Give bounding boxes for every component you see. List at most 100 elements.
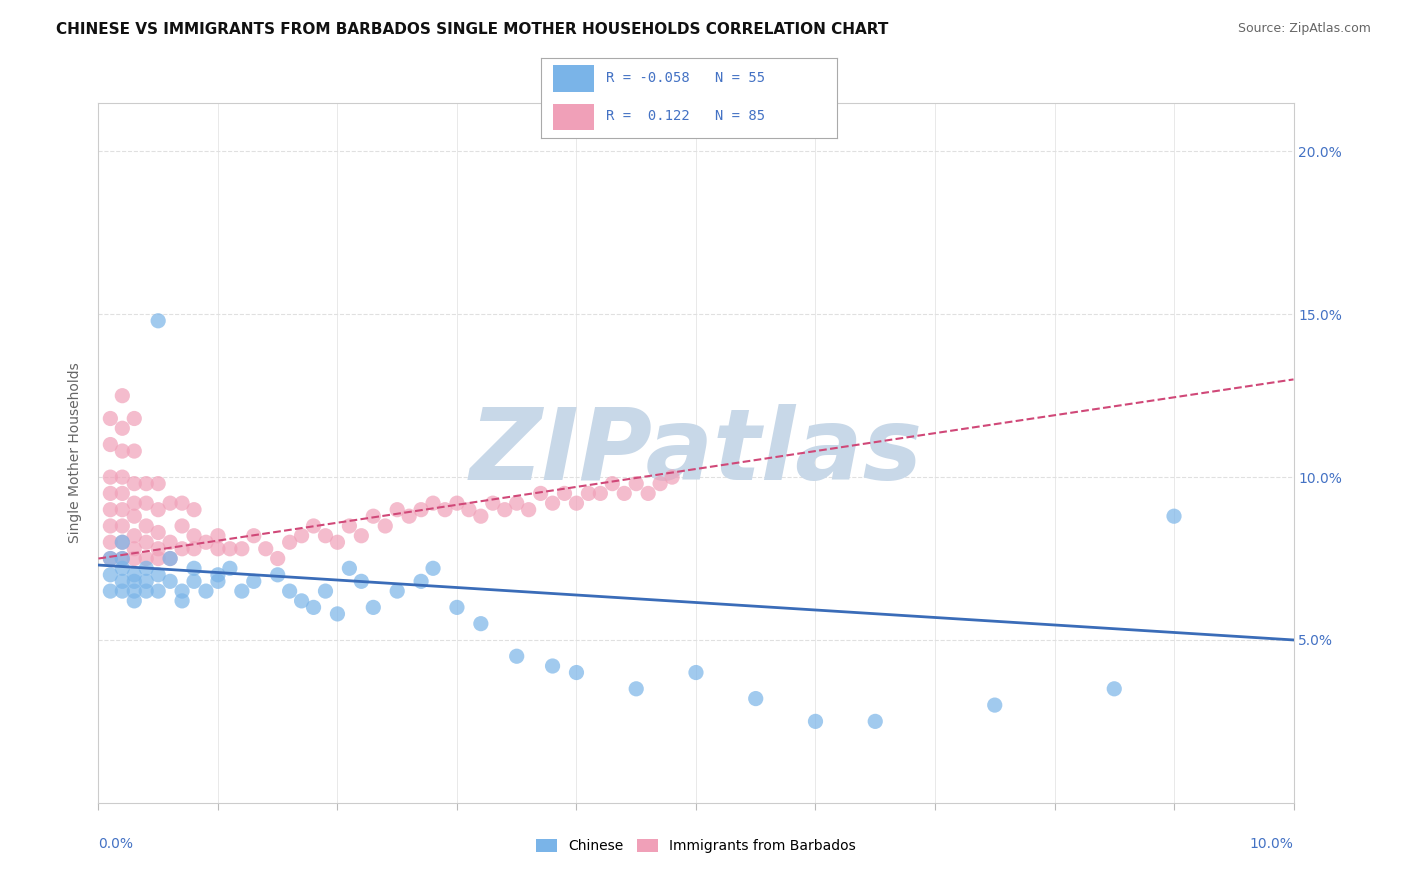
Point [124,541,146,556]
Point [254,541,277,556]
Point [148,567,170,582]
Point [278,584,301,599]
Point [111,389,134,403]
Point [183,561,205,575]
Point [434,502,457,516]
Point [398,509,420,524]
Point [494,502,516,516]
Point [111,535,134,549]
Point [159,535,181,549]
Legend: Chinese, Immigrants from Barbados: Chinese, Immigrants from Barbados [530,834,862,859]
Bar [553,65,595,92]
Point [98,486,122,500]
Point [111,470,134,484]
Point [267,551,290,566]
Point [506,496,529,510]
Point [865,714,887,729]
Point [517,502,540,516]
Point [315,529,337,543]
Point [172,496,194,510]
Point [326,607,349,621]
Point [111,551,134,566]
Point [422,561,444,575]
Point [111,502,134,516]
Point [541,496,564,510]
Point [124,584,146,599]
Point [446,600,468,615]
Point [159,496,181,510]
Point [363,600,385,615]
Point [124,444,146,458]
Point [565,665,588,680]
Point [111,551,134,566]
Point [470,509,492,524]
Point [243,574,266,589]
Point [470,616,492,631]
Text: CHINESE VS IMMIGRANTS FROM BARBADOS SINGLE MOTHER HOUSEHOLDS CORRELATION CHART: CHINESE VS IMMIGRANTS FROM BARBADOS SING… [56,22,889,37]
Point [411,502,433,516]
Point [207,529,229,543]
Point [111,584,134,599]
Point [626,476,648,491]
Point [124,529,146,543]
Point [231,584,253,599]
Point [98,535,122,549]
Point [195,584,218,599]
Point [195,535,218,549]
Point [124,496,146,510]
Point [124,551,146,566]
Point [291,529,314,543]
Point [219,541,242,556]
Bar [553,103,595,130]
Point [565,496,588,510]
Point [458,502,481,516]
Point [506,649,529,664]
Point [135,535,157,549]
Point [183,574,205,589]
Point [111,421,134,435]
Point [302,600,325,615]
Point [124,509,146,524]
Text: Source: ZipAtlas.com: Source: ZipAtlas.com [1237,22,1371,36]
Point [148,541,170,556]
Point [135,584,157,599]
Point [148,584,170,599]
Point [278,535,301,549]
Point [482,496,505,510]
Point [984,698,1007,712]
Point [350,574,373,589]
Point [111,444,134,458]
Point [124,476,146,491]
Point [159,574,181,589]
Point [111,535,134,549]
Point [804,714,827,729]
Point [135,574,157,589]
Point [135,561,157,575]
Point [98,470,122,484]
Point [637,486,659,500]
Point [613,486,636,500]
Point [148,525,170,540]
Text: R =  0.122   N = 85: R = 0.122 N = 85 [606,109,765,123]
Point [530,486,553,500]
Point [385,584,409,599]
Point [124,567,146,582]
Point [745,691,768,706]
Point [135,496,157,510]
Point [661,470,683,484]
Point [207,567,229,582]
Point [98,567,122,582]
Point [339,561,361,575]
Point [207,541,229,556]
Point [554,486,576,500]
Point [98,551,122,566]
Point [98,502,122,516]
Point [135,476,157,491]
Point [111,486,134,500]
Point [374,519,396,533]
Point [1163,509,1185,524]
Point [159,551,181,566]
Point [385,502,409,516]
Point [339,519,361,533]
Point [219,561,242,575]
